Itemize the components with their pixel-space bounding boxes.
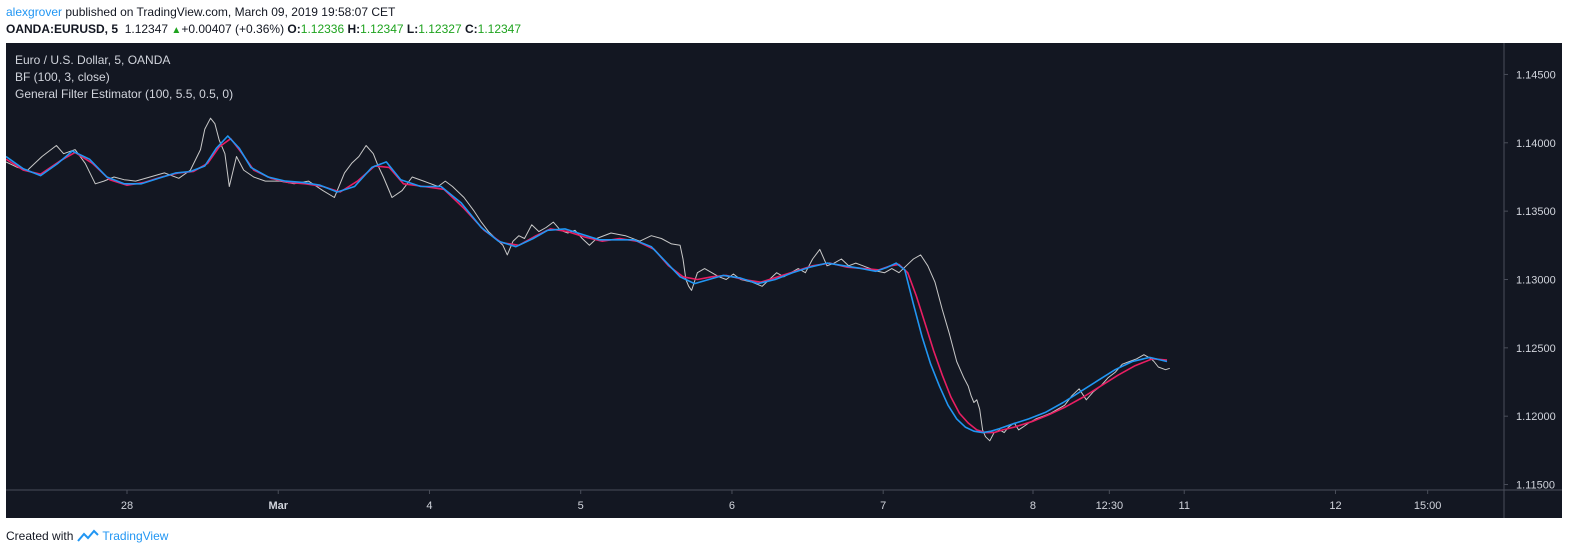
close-label: C: [464,22,478,36]
y-tick-label: 1.12000 [1516,411,1556,423]
legend-title: Euro / U.S. Dollar, 5, OANDA [15,53,170,67]
close-value: 1.12347 [477,22,522,36]
plot-area [6,117,1170,442]
tradingview-link[interactable]: TradingView [102,529,169,543]
bf-series-line [6,137,1168,434]
open-value: 1.12336 [300,22,345,36]
high-label: H: [347,22,361,36]
y-tick-label: 1.13000 [1516,274,1556,286]
x-tick-label: 8 [1030,500,1036,512]
time-axis[interactable]: 28 Mar 4 5 6 7 8 12:30 11 12 15:00 [121,490,1442,512]
y-tick-label: 1.12500 [1516,343,1556,355]
low-value: 1.12327 [418,22,462,36]
y-tick-label: 1.13500 [1516,206,1556,218]
x-tick-label: 4 [426,500,432,512]
created-with-text: Created with [6,529,74,543]
x-tick-label: 15:00 [1414,500,1442,512]
legend-bf: BF (100, 3, close) [15,70,110,84]
change-value: +0.00407 (+0.36%) [181,22,285,36]
tradingview-logo-icon [77,529,100,542]
symbol-label: OANDA:EURUSD, 5 [6,22,119,36]
x-tick-label: 5 [578,500,584,512]
up-triangle-icon: ▲ [171,25,182,36]
high-value: 1.12347 [360,22,404,36]
publish-info: alexgrover published on TradingView.com,… [6,5,395,19]
open-label: O: [287,22,301,36]
x-tick-label: 7 [880,500,886,512]
x-tick-label: 12 [1329,500,1341,512]
y-tick-label: 1.14500 [1516,69,1556,81]
y-tick-label: 1.14000 [1516,138,1556,150]
x-tick-label: Mar [268,500,288,512]
x-tick-label: 11 [1179,500,1190,512]
price-chart[interactable]: 1.14500 1.14000 1.13500 1.13000 1.12500 1.120… [6,43,1562,518]
gfe-series-line [6,135,1168,434]
ohlc-bar: OANDA:EURUSD, 5 1.12347 ▲+0.00407 (+0.36… [6,22,521,36]
low-label: L: [406,22,419,36]
price-axis[interactable]: 1.14500 1.14000 1.13500 1.13000 1.12500 1.120… [1504,69,1556,492]
author-link[interactable]: alexgrover [6,5,63,19]
x-tick-label: 12:30 [1096,500,1124,512]
footer: Created with TradingView [6,529,168,543]
x-tick-label: 6 [729,500,735,512]
chart-background [6,43,1562,518]
legend-gfe: General Filter Estimator (100, 5.5, 0.5,… [15,87,233,101]
y-tick-label: 1.11500 [1516,480,1555,492]
x-tick-label: 28 [121,500,133,512]
published-text: published on TradingView.com, March 09, … [62,5,396,19]
last-price: 1.12347 [124,22,169,36]
